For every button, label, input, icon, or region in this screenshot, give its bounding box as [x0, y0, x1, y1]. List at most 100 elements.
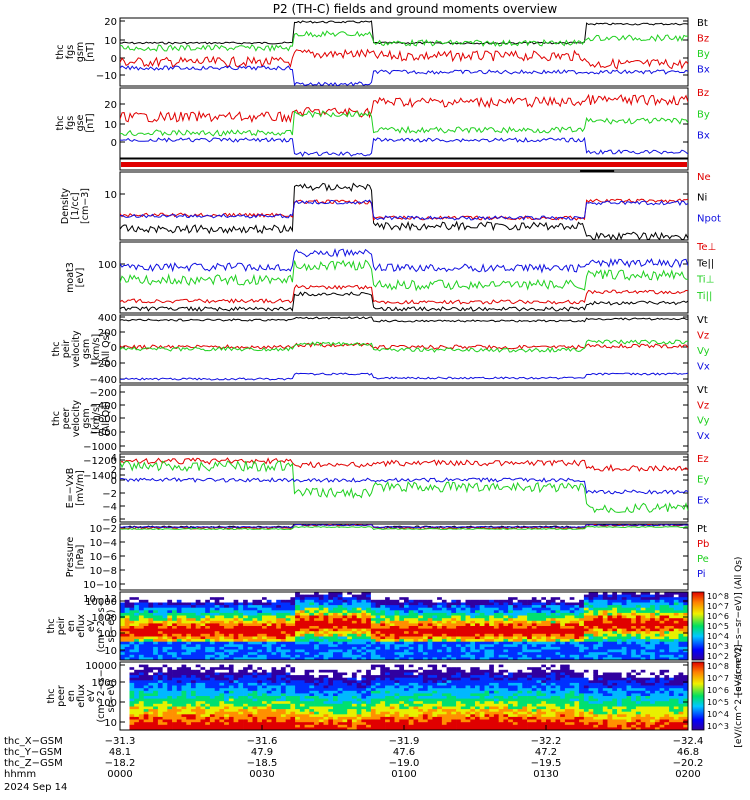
y-tick-label: −200: [90, 388, 117, 399]
y-axis-label-line: velocity: [71, 330, 82, 368]
legend: Bz By Bx: [697, 88, 710, 142]
legend-entry: Bx: [697, 65, 710, 76]
y-tick-label: −1000: [83, 442, 117, 453]
panel-7: −200 −400 −600 −800 −1000 −1200 −1400 thc peer ve…: [51, 384, 710, 482]
y-axis-label-line: thc: [51, 342, 62, 357]
y-axis-label-line: [nT]: [85, 113, 96, 132]
y-tick-label: −200: [90, 359, 117, 370]
y-axis-label: thc fgs gsm [nT]: [55, 42, 96, 62]
quality-flag-bar: [121, 162, 687, 167]
y-axis-label-line: eV: [86, 689, 97, 702]
colorbar-tick-label: 10^3: [707, 722, 729, 731]
legend-entry: Ez: [697, 454, 709, 465]
spectrogram: [120, 662, 689, 731]
panel-frame: [119, 523, 689, 591]
y-tick-label: −600: [90, 414, 117, 425]
y-tick-label: 1000: [92, 613, 117, 624]
legend: Bt Bz By Bx: [697, 18, 710, 76]
y-axis-label-line: (All Qs): [101, 332, 112, 367]
y-axis-label-line: gse: [75, 114, 86, 131]
y-tick-label: 2: [111, 465, 117, 476]
series-line-Vy: [120, 339, 688, 353]
colorbar-tick-label: 10^6: [707, 612, 729, 621]
y-tick-label: −4: [102, 502, 117, 513]
legend-entry: Te⊥: [696, 242, 716, 253]
legend-entry: Bx: [697, 131, 710, 142]
y-axis-label-line: sr−eV): [106, 680, 117, 713]
legend-entry: Te||: [696, 258, 714, 269]
legend-entry: Vz: [697, 400, 709, 411]
legend-entry: Ti⊥: [696, 275, 714, 286]
series-line-Pi: [120, 524, 688, 529]
y-tick-label: 20: [104, 17, 117, 28]
y-axis-label-line: thc: [55, 45, 66, 60]
series-line-Ey: [120, 460, 688, 514]
series-line-Ti||: [120, 291, 688, 312]
y-axis-label: thc peer velocity gsm [km/s] (All Qs): [51, 400, 112, 438]
panel-4: 10 Density [1/cc] [cm−3] Ne Ni Npot: [60, 171, 721, 241]
colorbar-label: [eV/(cm^2−s−sr−eV)]: [734, 644, 744, 747]
x-axis-value: −19.5: [531, 758, 562, 769]
y-axis-label-line: [mV/m]: [75, 470, 86, 506]
y-axis-label-line: fgs: [65, 116, 76, 130]
series-line-Bx: [120, 136, 688, 158]
series-line-Bx: [120, 65, 688, 86]
y-axis-label-line: (All Qs): [101, 401, 112, 436]
panel-3: [119, 158, 689, 172]
panel-frame: [119, 87, 689, 159]
y-axis-label-line: Density: [60, 188, 71, 224]
y-axis-label-line: thc: [51, 411, 62, 426]
panel-11: 10^8 10^7 10^6 10^5 10^4 10^3 [eV/(cm^2−s−sr−e…: [46, 644, 744, 747]
colorbar: 10^810^710^610^510^410^310^2 [eV/(cm^2−s−…: [691, 557, 744, 696]
x-axis-value: 0100: [391, 769, 416, 780]
y-axis-label: thc peir en eflux eV (cm^2−s− sr−eV): [46, 599, 117, 652]
panel-frame: [119, 453, 689, 523]
colorbar-tick-label: 10^2: [707, 652, 729, 661]
y-axis-label: thc peir velocity gsm [km/s] (All Qs): [51, 330, 112, 368]
y-tick-label: 0: [111, 343, 117, 354]
legend: Vt Vz Vy Vx: [697, 315, 710, 373]
y-tick-label: 10000: [85, 597, 117, 608]
x-axis-row-label: thc_X−GSM: [4, 736, 63, 747]
series-line-Vx: [120, 372, 688, 381]
x-axis-value: −18.5: [247, 758, 278, 769]
y-axis-label-line: thc: [55, 116, 66, 131]
y-axis-label-line: gsm: [81, 339, 92, 359]
x-axis-row-label: thc_Y−GSM: [4, 747, 62, 758]
panel-frame: [119, 17, 689, 87]
legend: Ne Ni Npot: [697, 172, 721, 224]
y-axis-label-line: velocity: [71, 400, 82, 438]
legend-entry: Vy: [697, 416, 710, 427]
y-tick-label: 100: [98, 260, 117, 271]
y-tick-label: 400: [98, 313, 117, 324]
legend-entry: Pe: [697, 554, 709, 565]
colorbar-tick-label: 10^7: [707, 674, 729, 683]
legend-entry: Vt: [697, 385, 708, 396]
legend-entry: Pb: [697, 539, 709, 550]
series-line-Bz: [120, 48, 688, 70]
y-tick-label: 10−8: [90, 566, 117, 577]
y-tick-label: −6: [102, 515, 117, 526]
y-axis-label-line: thc: [46, 619, 57, 634]
colorbar: 10^8 10^7 10^6 10^5 10^4 10^3 [eV/(cm^2−s−sr−e…: [691, 644, 744, 748]
panel-frame: [119, 384, 689, 453]
x-axis-value: 0130: [533, 769, 558, 780]
y-axis-label-line: gsm: [75, 42, 86, 62]
x-axis-value: 0000: [107, 769, 132, 780]
x-axis-value: −20.2: [673, 758, 704, 769]
y-axis-label-line: (cm^2−s−: [96, 669, 107, 722]
x-axis-value: 46.8: [677, 747, 699, 758]
x-axis-value: 47.2: [535, 747, 557, 758]
colorbar-label: [eV/(cm^2−s−sr−eV)] (All Qs): [734, 557, 744, 696]
legend-entry: Bt: [697, 18, 708, 29]
y-axis-label-line: eflux: [76, 614, 87, 638]
y-axis-label-line: [cm−3]: [80, 188, 91, 224]
y-axis-label: Density [1/cc] [cm−3]: [60, 188, 91, 224]
y-axis-label-line: [nT]: [85, 42, 96, 61]
panel-5: 100 moat3 [eV] Te⊥ Te|| Ti⊥ Ti||: [65, 241, 716, 314]
legend: Ez Ey Ex: [697, 454, 709, 506]
y-tick-label: 10: [104, 718, 117, 729]
y-axis-label-line: eV: [86, 619, 97, 632]
